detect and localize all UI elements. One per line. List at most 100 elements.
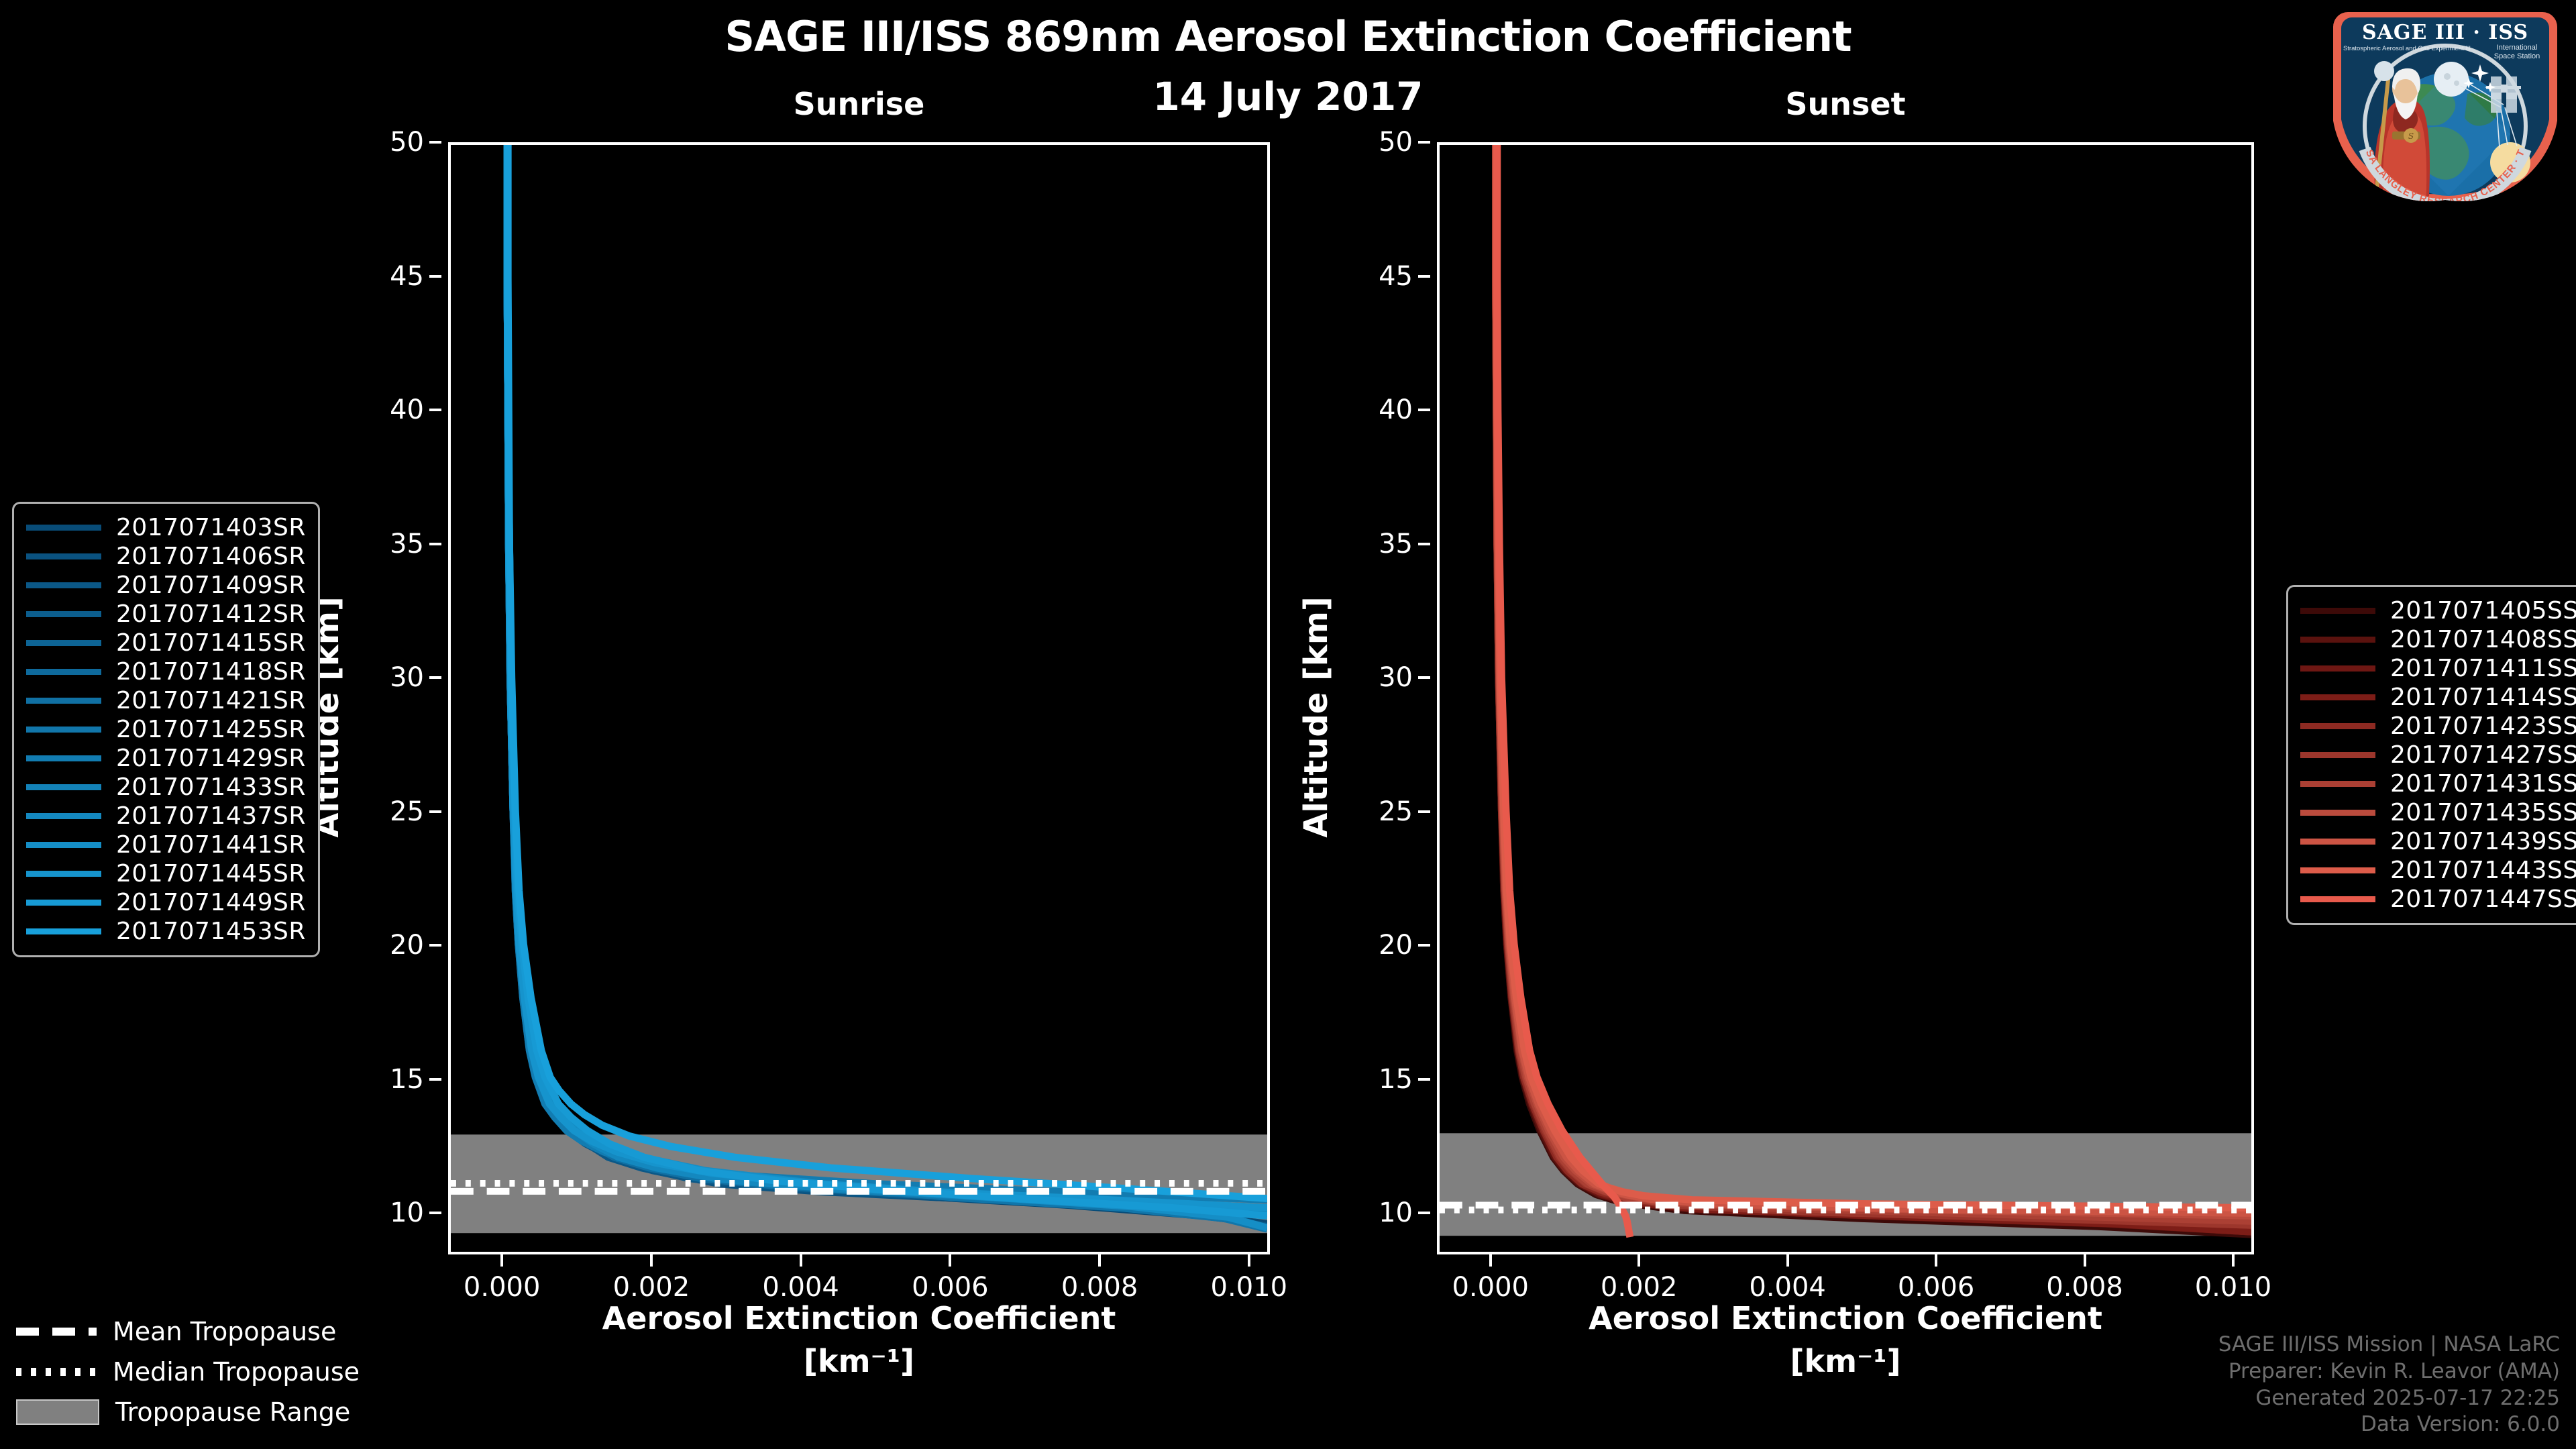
legend-item-2017071427SS[interactable]: 2017071427SS [2300, 741, 2576, 769]
sunset-y-axis-label: Altitude [km] [1297, 596, 1335, 838]
tropopause-legend-line [16, 1368, 97, 1376]
x-tick-mark [1638, 1254, 1641, 1267]
legend-label: 2017071437SR [116, 802, 306, 830]
y-tick-mark [429, 542, 441, 545]
y-tick-mark [1418, 542, 1430, 545]
sunrise-x-axis: 0.000 0.002 0.004 0.006 0.008 0.010 [448, 1254, 1287, 1303]
tropopause-legend-item[interactable]: Tropopause Range [16, 1392, 392, 1432]
profile-line-2017071439SS [1493, 145, 2251, 1217]
legend-item-2017071403SR[interactable]: 2017071403SR [26, 513, 306, 542]
legend-swatch [26, 727, 101, 733]
x-tick-mark [799, 1254, 802, 1267]
credits-generated: Generated 2025-07-17 22:25 [2255, 1385, 2560, 1410]
sunrise-plot-panel [448, 142, 1270, 1254]
legend-swatch [26, 611, 101, 617]
legend-item-2017071425SR[interactable]: 2017071425SR [26, 715, 306, 744]
tropopause-legend-key [16, 1399, 99, 1425]
tropopause-legend-key [16, 1322, 97, 1342]
y-tick-label: 15 [1379, 1063, 1413, 1095]
legend-item-2017071453SR[interactable]: 2017071453SR [26, 917, 306, 946]
profile-line-2017071409SR [503, 145, 1267, 1214]
y-tick-label: 45 [390, 260, 424, 292]
legend-item-2017071423SS[interactable]: 2017071423SS [2300, 712, 2576, 741]
profile-line-2017071433SR [503, 145, 1267, 1216]
legend-item-2017071435SS[interactable]: 2017071435SS [2300, 798, 2576, 827]
credits-block: SAGE III/ISS Mission | NASA LaRC Prepare… [2218, 1332, 2560, 1438]
y-tick-label: 40 [1379, 394, 1413, 426]
legend-label: 2017071412SR [116, 600, 306, 628]
x-tick-label: 0.004 [762, 1272, 839, 1303]
sunset-x-axis-units: [km⁻¹] [1790, 1343, 1901, 1379]
legend-swatch [2300, 867, 2375, 873]
x-tick-mark [2231, 1254, 2235, 1267]
legend-swatch [2300, 665, 2375, 672]
profile-line-2017071421SR [503, 145, 1267, 1213]
sunset-panel-title: Sunset [1785, 86, 1906, 122]
legend-item-2017071431SS[interactable]: 2017071431SS [2300, 769, 2576, 798]
legend-item-2017071449SR[interactable]: 2017071449SR [26, 888, 306, 917]
legend-item-2017071412SR[interactable]: 2017071412SR [26, 600, 306, 629]
y-tick-label: 40 [390, 394, 424, 426]
patch-ring [2363, 44, 2528, 202]
legend-swatch [2300, 637, 2375, 643]
legend-item-2017071447SS[interactable]: 2017071447SS [2300, 885, 2576, 914]
legend-item-2017071445SR[interactable]: 2017071445SR [26, 859, 306, 888]
sunrise-plot-canvas [451, 145, 1267, 1234]
y-tick-mark [429, 141, 441, 144]
legend-item-2017071409SR[interactable]: 2017071409SR [26, 571, 306, 600]
profile-line-2017071453SR [504, 145, 1267, 1203]
legend-item-2017071433SR[interactable]: 2017071433SR [26, 773, 306, 802]
legend-item-2017071441SR[interactable]: 2017071441SR [26, 830, 306, 859]
y-tick-mark [429, 409, 441, 412]
legend-item-2017071443SS[interactable]: 2017071443SS [2300, 856, 2576, 885]
sunrise-y-axis: 10 15 20 25 30 35 40 45 50 [361, 127, 441, 1254]
y-tick-mark [1418, 141, 1430, 144]
y-tick-mark [1418, 676, 1430, 680]
legend-item-2017071437SR[interactable]: 2017071437SR [26, 802, 306, 830]
y-tick-label: 35 [1379, 528, 1413, 559]
credits-mission: SAGE III/ISS Mission | NASA LaRC [2218, 1332, 2560, 1357]
patch-subtitle-right-1: International [2497, 44, 2538, 52]
legend-label: 2017071443SS [2390, 857, 2576, 884]
profile-line-2017071411SS [1492, 145, 2251, 1236]
sunrise-legend: 2017071403SR 2017071406SR 2017071409SR 2017… [12, 502, 320, 957]
sunset-x-label-group: Aerosol Extinction Coefficient [km⁻¹] [1437, 1300, 2254, 1379]
legend-swatch [26, 755, 101, 761]
legend-item-2017071414SS[interactable]: 2017071414SS [2300, 683, 2576, 712]
legend-label: 2017071427SS [2390, 741, 2576, 769]
legend-item-2017071411SS[interactable]: 2017071411SS [2300, 654, 2576, 683]
tropopause-legend-item[interactable]: Mean Tropopause [16, 1311, 392, 1352]
profile-line-2017071415SR [503, 145, 1267, 1212]
legend-label: 2017071435SS [2390, 799, 2576, 826]
y-tick-mark [1418, 274, 1430, 278]
profile-line-2017071443SS [1493, 145, 2251, 1212]
legend-item-2017071439SS[interactable]: 2017071439SS [2300, 827, 2576, 856]
legend-swatch [26, 669, 101, 675]
y-tick-label: 10 [1379, 1197, 1413, 1229]
legend-swatch [2300, 694, 2375, 700]
patch-iss [2486, 76, 2521, 113]
legend-label: 2017071418SR [116, 658, 306, 686]
legend-item-2017071418SR[interactable]: 2017071418SR [26, 657, 306, 686]
x-tick-label: 0.006 [912, 1272, 989, 1303]
legend-swatch [2300, 839, 2375, 845]
legend-item-2017071429SR[interactable]: 2017071429SR [26, 744, 306, 773]
legend-item-2017071421SR[interactable]: 2017071421SR [26, 686, 306, 715]
profile-line-2017071427SS [1492, 145, 2251, 1229]
legend-item-2017071408SS[interactable]: 2017071408SS [2300, 625, 2576, 654]
page-title: SAGE III/ISS 869nm Aerosol Extinction Co… [724, 12, 1851, 61]
legend-label: 2017071453SR [116, 918, 306, 945]
tropopause-legend-line [16, 1328, 97, 1336]
legend-item-2017071406SR[interactable]: 2017071406SR [26, 542, 306, 571]
legend-label: 2017071449SR [116, 889, 306, 916]
tropopause-legend-item[interactable]: Median Tropopause [16, 1352, 392, 1392]
profile-line-2017071423SS [1492, 145, 2251, 1229]
legend-item-2017071415SR[interactable]: 2017071415SR [26, 629, 306, 657]
sunset-x-axis-label: Aerosol Extinction Coefficient [1589, 1300, 2102, 1336]
y-tick-label: 20 [1379, 930, 1413, 961]
legend-label: 2017071433SR [116, 773, 306, 801]
tropopause-legend: Mean Tropopause Median Tropopause Tropopau… [16, 1311, 392, 1432]
profile-line-2017071449SR [503, 145, 1267, 1220]
legend-item-2017071405SS[interactable]: 2017071405SS [2300, 596, 2576, 625]
sunset-legend: 2017071405SS 2017071408SS 2017071411SS 2017… [2286, 585, 2576, 925]
